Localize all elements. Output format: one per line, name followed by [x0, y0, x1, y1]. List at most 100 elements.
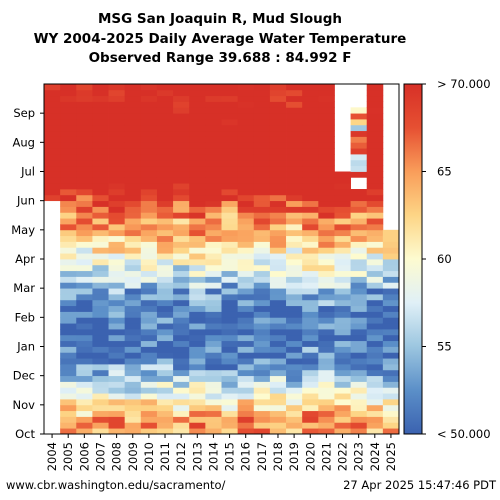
heatmap-cell: [76, 422, 93, 429]
heatmap-cell: [108, 113, 126, 120]
heatmap-cell: [237, 247, 255, 254]
heatmap-cell: [318, 334, 335, 342]
heatmap-cell: [60, 189, 77, 196]
heatmap-cell: [76, 130, 93, 137]
heatmap-cell: [253, 305, 271, 312]
heatmap-cell: [269, 194, 287, 202]
heatmap-cell: [205, 206, 222, 213]
heatmap-cell: [156, 387, 174, 394]
heatmap-cell: [366, 189, 384, 196]
heatmap-cell: [173, 89, 190, 97]
heatmap-cell: [302, 264, 319, 272]
heatmap-cell: [205, 276, 222, 283]
heatmap-cell: [366, 416, 384, 423]
heatmap-cell: [318, 171, 335, 178]
heatmap-cell: [205, 311, 222, 318]
heatmap-cell: [76, 404, 93, 412]
heatmap-cell: [253, 159, 271, 167]
heatmap-cell: [318, 329, 335, 336]
heatmap-cell: [108, 177, 126, 184]
heatmap-cell: [76, 84, 93, 91]
heatmap-cell: [140, 270, 158, 277]
heatmap-cell: [366, 323, 384, 330]
heatmap-cell: [205, 130, 222, 137]
heatmap-cell: [318, 247, 335, 254]
heatmap-cell: [124, 346, 142, 353]
heatmap-cell: [382, 416, 400, 423]
heatmap-cell: [269, 358, 287, 365]
heatmap-cell: [350, 276, 368, 283]
heatmap-cell: [76, 165, 93, 172]
heatmap-cell: [140, 404, 158, 412]
heatmap-cell: [237, 299, 255, 307]
heatmap-cell: [334, 428, 351, 435]
heatmap-cell: [366, 340, 384, 347]
heatmap-cell: [350, 107, 368, 114]
heatmap-cell: [76, 259, 93, 266]
heatmap-cell: [60, 259, 77, 266]
heatmap-cell: [205, 317, 222, 324]
heatmap-cell: [382, 410, 400, 417]
heatmap-cell: [302, 165, 319, 172]
heatmap-cell: [237, 270, 255, 277]
heatmap-cell: [382, 387, 400, 394]
heatmap-cell: [269, 317, 287, 324]
heatmap-cell: [140, 375, 158, 382]
heatmap-cell: [92, 259, 109, 266]
heatmap-cell: [60, 422, 77, 429]
heatmap-cell: [189, 148, 206, 155]
heatmap-cell: [221, 84, 239, 91]
heatmap-cell: [318, 288, 335, 295]
heatmap-cell: [124, 352, 142, 359]
heatmap-cell: [302, 416, 319, 423]
heatmap-cell: [334, 299, 351, 307]
heatmap-cell: [237, 422, 255, 429]
heatmap-cell: [366, 206, 384, 213]
y-tick-label: Nov: [13, 398, 36, 412]
heatmap-cell: [140, 142, 158, 149]
heatmap-cell: [221, 89, 239, 97]
heatmap-cell: [124, 329, 142, 336]
heatmap-cell: [92, 241, 109, 248]
heatmap-cell: [253, 422, 271, 429]
heatmap-cell: [108, 165, 126, 172]
heatmap-cell: [286, 229, 303, 237]
heatmap-cell: [108, 171, 126, 178]
heatmap-cell: [237, 95, 255, 102]
heatmap-cell: [286, 177, 303, 184]
heatmap-cell: [334, 171, 351, 178]
heatmap-cell: [173, 253, 190, 260]
heatmap-cell: [76, 253, 93, 260]
heatmap-cell: [286, 159, 303, 167]
heatmap-cell: [302, 101, 319, 108]
heatmap-cell: [350, 323, 368, 330]
heatmap-cell: [108, 352, 126, 359]
heatmap-cell: [334, 253, 351, 260]
heatmap-cell: [189, 317, 206, 324]
heatmap-cell: [366, 224, 384, 231]
heatmap-cell: [156, 270, 174, 277]
heatmap-cell: [221, 101, 239, 108]
heatmap-cell: [269, 247, 287, 254]
colorbar-tick-label: 65: [437, 165, 452, 179]
heatmap-cell: [366, 410, 384, 417]
heatmap-cell: [173, 101, 190, 108]
heatmap-cell: [140, 171, 158, 178]
heatmap-cell: [286, 241, 303, 248]
heatmap-cell: [108, 311, 126, 318]
heatmap-cell: [92, 183, 109, 190]
heatmap-cell: [205, 241, 222, 248]
heatmap-cell: [350, 142, 368, 149]
heatmap-cell: [269, 364, 287, 371]
heatmap-cell: [286, 346, 303, 353]
heatmap-cell: [302, 171, 319, 178]
heatmap-cell: [156, 323, 174, 330]
heatmap-cell: [92, 177, 109, 184]
heatmap-cell: [302, 422, 319, 429]
y-tick-label: Dec: [13, 369, 35, 383]
heatmap-cell: [382, 358, 400, 365]
heatmap-cell: [221, 364, 239, 371]
heatmap-cell: [76, 159, 93, 167]
heatmap-cell: [237, 364, 255, 371]
heatmap-cell: [76, 189, 93, 196]
